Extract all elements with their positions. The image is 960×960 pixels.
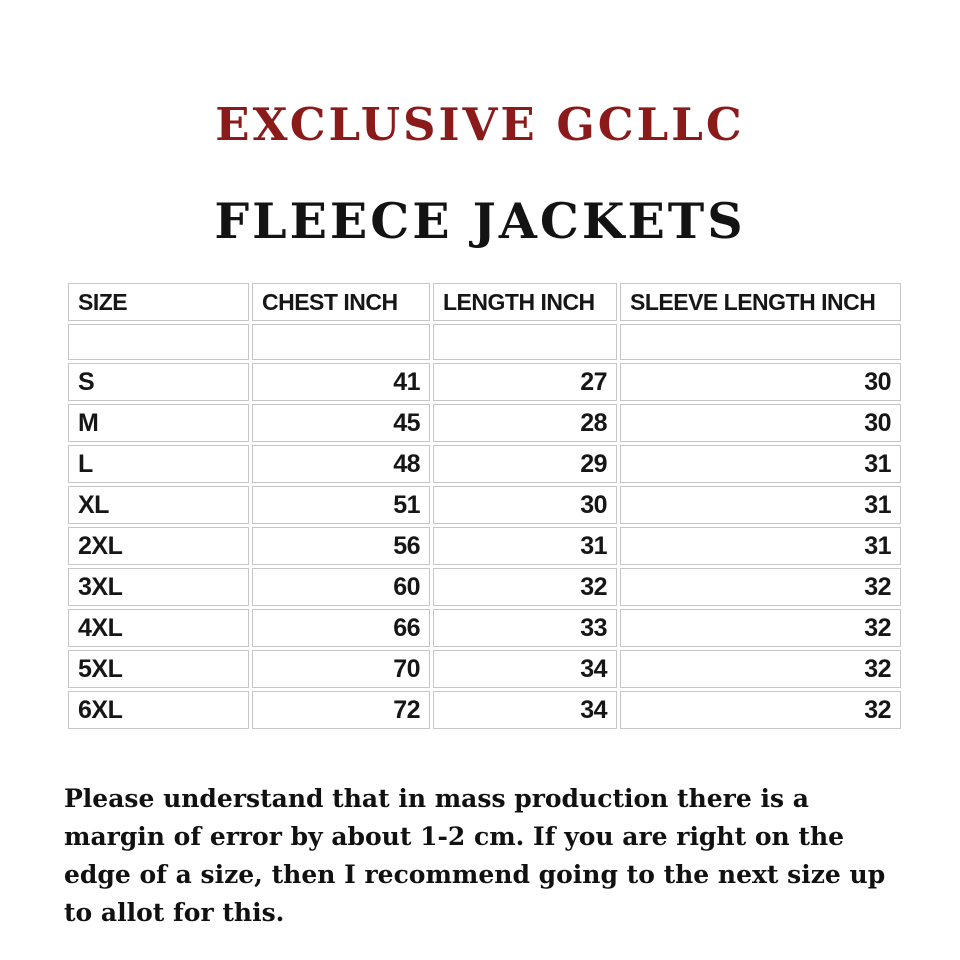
chest-cell: 48 <box>252 445 430 483</box>
chest-cell: 60 <box>252 568 430 606</box>
size-cell: XL <box>68 486 249 524</box>
sleeve-cell: 32 <box>620 609 901 647</box>
length-cell: 31 <box>433 527 617 565</box>
length-cell: 33 <box>433 609 617 647</box>
sleeve-cell: 30 <box>620 404 901 442</box>
size-table-row: XL 51 30 31 <box>68 486 901 524</box>
chest-cell: 56 <box>252 527 430 565</box>
sleeve-cell: 32 <box>620 568 901 606</box>
size-table-row: 5XL 70 34 32 <box>68 650 901 688</box>
size-cell: L <box>68 445 249 483</box>
size-cell: 2XL <box>68 527 249 565</box>
empty-cell <box>433 324 617 360</box>
length-cell: 30 <box>433 486 617 524</box>
chest-cell: 70 <box>252 650 430 688</box>
size-cell: 6XL <box>68 691 249 729</box>
chest-cell: 51 <box>252 486 430 524</box>
column-header-sleeve: SLEEVE LENGTH INCH <box>620 283 901 321</box>
sleeve-cell: 30 <box>620 363 901 401</box>
brand-title: EXCLUSIVE GCLLC <box>215 98 745 151</box>
size-table-header-row: SIZE CHEST INCH LENGTH INCH SLEEVE LENGT… <box>68 283 901 321</box>
column-header-chest: CHEST INCH <box>252 283 430 321</box>
disclaimer-note: Please understand that in mass productio… <box>64 784 886 927</box>
size-table-row: 4XL 66 33 32 <box>68 609 901 647</box>
length-cell: 34 <box>433 650 617 688</box>
sleeve-cell: 31 <box>620 527 901 565</box>
chest-cell: 66 <box>252 609 430 647</box>
size-table-row: 6XL 72 34 32 <box>68 691 901 729</box>
column-header-size: SIZE <box>68 283 249 321</box>
empty-spacer-row <box>68 324 901 360</box>
sleeve-cell: 31 <box>620 486 901 524</box>
length-cell: 28 <box>433 404 617 442</box>
size-table-row: M 45 28 30 <box>68 404 901 442</box>
empty-cell <box>68 324 249 360</box>
product-title: FLEECE JACKETS <box>214 192 746 250</box>
column-header-length: LENGTH INCH <box>433 283 617 321</box>
chest-cell: 41 <box>252 363 430 401</box>
length-cell: 32 <box>433 568 617 606</box>
sleeve-cell: 32 <box>620 691 901 729</box>
size-table: SIZE CHEST INCH LENGTH INCH SLEEVE LENGT… <box>65 280 904 732</box>
size-table-row: 3XL 60 32 32 <box>68 568 901 606</box>
length-cell: 27 <box>433 363 617 401</box>
chest-cell: 45 <box>252 404 430 442</box>
size-cell: M <box>68 404 249 442</box>
length-cell: 29 <box>433 445 617 483</box>
size-cell: 5XL <box>68 650 249 688</box>
size-table-row: S 41 27 30 <box>68 363 901 401</box>
sleeve-cell: 32 <box>620 650 901 688</box>
size-table-row: L 48 29 31 <box>68 445 901 483</box>
size-cell: 3XL <box>68 568 249 606</box>
size-cell: S <box>68 363 249 401</box>
sleeve-cell: 31 <box>620 445 901 483</box>
chest-cell: 72 <box>252 691 430 729</box>
length-cell: 34 <box>433 691 617 729</box>
size-cell: 4XL <box>68 609 249 647</box>
empty-cell <box>252 324 430 360</box>
size-table-row: 2XL 56 31 31 <box>68 527 901 565</box>
empty-cell <box>620 324 901 360</box>
